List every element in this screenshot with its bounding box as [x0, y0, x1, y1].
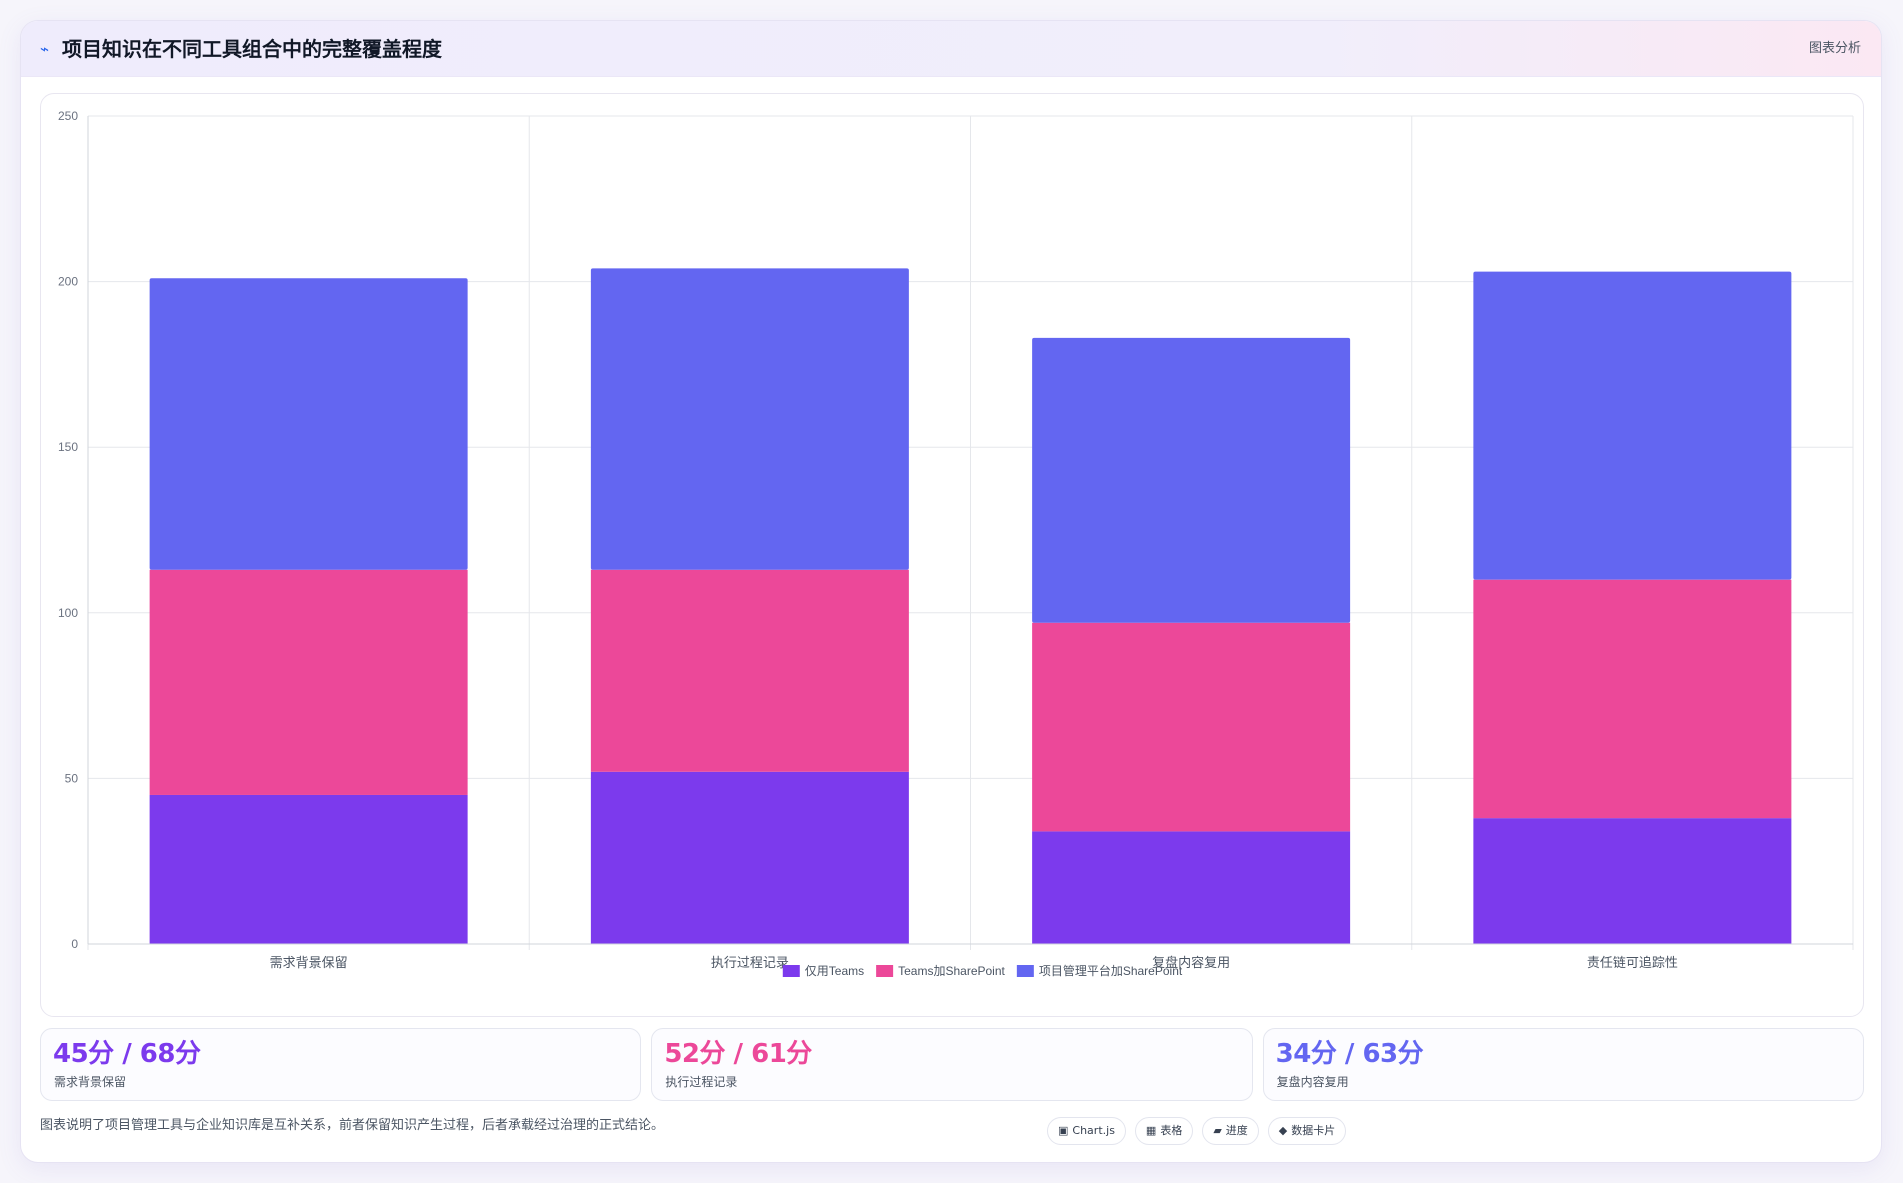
chip-label: 数据卡片: [1291, 1124, 1336, 1137]
stat-label: 复盘内容复用: [1276, 1075, 1349, 1089]
y-tick-label: 250: [58, 109, 78, 123]
stat-label: 需求背景保留: [54, 1075, 127, 1089]
y-tick-label: 0: [71, 937, 78, 951]
stat-card: 52分 / 61分 执行过程记录: [651, 1028, 1253, 1101]
bar-segment: [1032, 831, 1351, 944]
stat-value: 34分 / 63分: [1275, 1039, 1424, 1069]
x-tick-label: 需求背景保留: [270, 955, 348, 970]
bar-segment: [590, 569, 909, 772]
bar-segment: [149, 278, 468, 570]
bar-segment: [1032, 622, 1351, 832]
stat-value: 52分 / 61分: [664, 1039, 812, 1069]
card-header: ⌁ 项目知识在不同工具组合中的完整覆盖程度 图表分析: [21, 21, 1881, 77]
chip-table[interactable]: ▦ 表格: [1134, 1117, 1194, 1145]
bar-segment: [149, 794, 468, 944]
page-title: 项目知识在不同工具组合中的完整覆盖程度: [62, 37, 442, 61]
x-tick-label: 复盘内容复用: [1152, 955, 1230, 970]
chart-panel: 0 50 100 150 200 250 需求背景保留 执行过程记录 复盘内容复用 责任链可追踪性…: [40, 93, 1864, 1017]
bar-segment: [1032, 337, 1351, 623]
legend-label: 项目管理平台加SharePoint: [1039, 963, 1183, 978]
legend-swatch: [1016, 965, 1034, 977]
bar-segment: [149, 569, 468, 795]
legend-swatch: [782, 965, 800, 977]
chip-progress[interactable]: ▰ 进度: [1202, 1117, 1259, 1145]
chart-description: 图表说明了项目管理工具与企业知识库是互补关系，前者保留知识产生过程，后者承载经过…: [40, 1118, 665, 1133]
chart-analysis-tag: 图表分析: [1808, 41, 1861, 56]
progress-icon: ▰: [1213, 1124, 1222, 1137]
chart-card: ⌁ 项目知识在不同工具组合中的完整覆盖程度 图表分析 0 50 100 150 200 2…: [20, 20, 1882, 1163]
bar-segment: [1473, 579, 1792, 819]
table-icon: ▦: [1145, 1124, 1157, 1137]
stat-cards: 45分 / 68分 需求背景保留 52分 / 61分 执行过程记录 34分 / …: [40, 1028, 1864, 1101]
chip-data-card[interactable]: ◆ 数据卡片: [1267, 1117, 1347, 1145]
feature-chips: ▣ Chart.js ▦ 表格 ▰ 进度 ◆ 数据卡片: [1047, 1117, 1347, 1145]
y-tick-label: 200: [58, 275, 78, 289]
bar-segment: [590, 268, 909, 570]
card-icon: ◆: [1278, 1124, 1288, 1137]
legend-swatch: [876, 965, 894, 977]
y-tick-label: 50: [65, 771, 79, 785]
chart-icon: ▣: [1058, 1124, 1069, 1137]
bar-segment: [1473, 271, 1792, 580]
y-tick-label: 150: [58, 440, 78, 454]
x-tick-label: 责任链可追踪性: [1587, 955, 1678, 970]
bar-segment: [590, 771, 909, 944]
stat-value: 45分 / 68分: [53, 1039, 201, 1069]
chip-label: Chart.js: [1072, 1124, 1115, 1137]
stacked-bar-chart: 0 50 100 150 200 250 需求背景保留 执行过程记录 复盘内容复用 责任链可追踪性…: [58, 109, 1854, 978]
chip-chartjs[interactable]: ▣ Chart.js: [1047, 1117, 1126, 1145]
chip-label: 表格: [1160, 1124, 1183, 1137]
chart-line-icon: ⌁: [40, 40, 50, 58]
stat-label: 执行过程记录: [665, 1075, 738, 1089]
legend-label: Teams加SharePoint: [898, 964, 1005, 978]
chip-label: 进度: [1225, 1124, 1248, 1137]
stat-card: 34分 / 63分 复盘内容复用: [1262, 1028, 1864, 1101]
legend-label: 仅用Teams: [805, 964, 864, 978]
y-tick-label: 100: [58, 606, 78, 620]
bar-segment: [1473, 818, 1792, 944]
stat-card: 45分 / 68分 需求背景保留: [40, 1028, 642, 1101]
x-tick-label: 执行过程记录: [711, 955, 789, 970]
